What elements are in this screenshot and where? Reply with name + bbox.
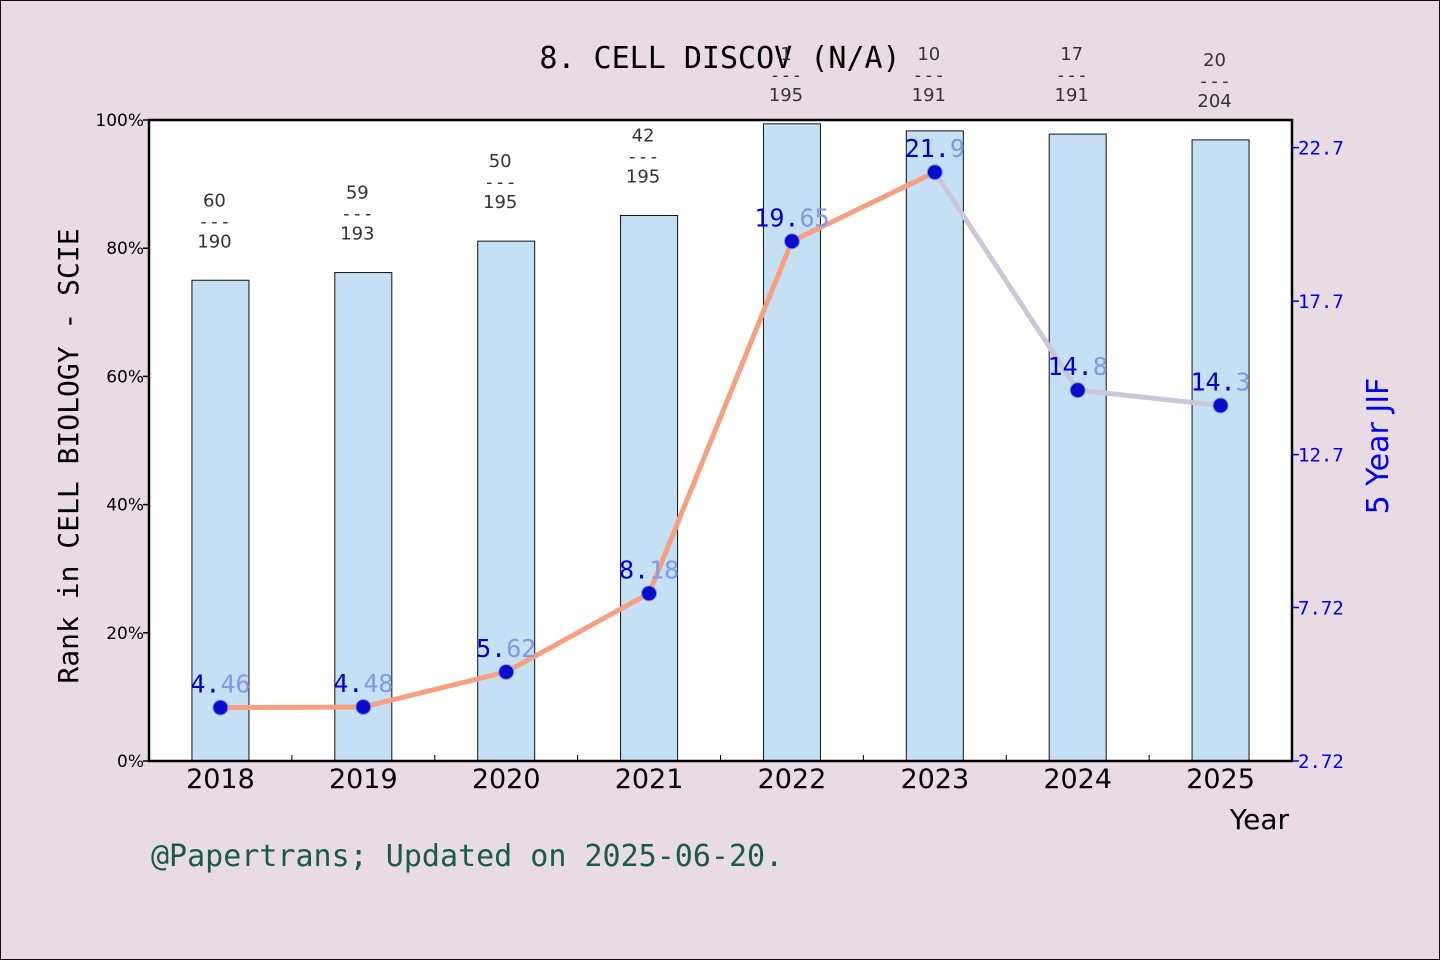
rank-label-separator: --- [1198, 71, 1231, 92]
jif-segment-2020-2021 [503, 590, 652, 675]
jif-segment-2022-2023 [789, 169, 938, 244]
jif-segment-2018-2019 [217, 704, 366, 711]
rank-bar-2025 [1191, 139, 1250, 762]
jif-point-2019 [355, 698, 372, 715]
rank-label-bottom: 204 [1197, 91, 1231, 112]
jif-point-2025 [1212, 397, 1229, 414]
x-tick-label-2021: 2021 [615, 764, 684, 795]
jif-point-2022 [783, 233, 800, 250]
rank-label-bottom: 191 [1055, 85, 1089, 106]
jif-point-2023 [926, 164, 943, 181]
jif-point-2018 [212, 699, 229, 716]
x-tick-label-2022: 2022 [758, 764, 827, 795]
jif-value-label-2021: 8.18 [619, 555, 679, 584]
rank-label-separator: --- [341, 204, 374, 225]
x-tick-label-2019: 2019 [329, 764, 398, 795]
rank-label-top: 50 [489, 151, 512, 172]
rank-label-bottom: 195 [483, 192, 517, 213]
rank-label-separator: --- [627, 147, 660, 168]
jif-value-label-2020: 5.62 [476, 634, 536, 663]
rank-label-separator: --- [198, 211, 231, 232]
jif-segment-2023-2024 [932, 169, 1081, 393]
rank-bar-2024 [1048, 133, 1107, 762]
right-tick-label: 17.7 [1298, 291, 1344, 313]
rank-label-bottom: 193 [340, 224, 374, 245]
right-axis-label: 5 Year JIF [1361, 378, 1396, 515]
x-tick-label-2023: 2023 [900, 764, 969, 795]
x-tick-label-2018: 2018 [186, 764, 255, 795]
right-tick-label: 22.7 [1298, 138, 1344, 160]
rank-bar-2023 [905, 130, 964, 762]
rank-label-top: 60 [203, 190, 226, 211]
rank-label-top: 59 [346, 183, 369, 204]
rank-labels: 60---19059---19350---19542---1951---1951… [197, 44, 1231, 252]
left-tick-label: 0% [117, 752, 144, 772]
jif-value-label-2025: 14.3 [1190, 368, 1250, 397]
rank-label-bottom: 195 [769, 85, 803, 106]
x-tick-label-2020: 2020 [472, 764, 541, 795]
rank-bar-2020 [477, 240, 536, 762]
rank-bar-2018 [191, 279, 250, 762]
rank-label-separator: --- [484, 172, 517, 193]
jif-point-2020 [498, 663, 515, 680]
right-axis: 2.72 7.72 12.7 17.7 22.7 [1292, 138, 1344, 773]
jif-value-label-2023: 21.9 [905, 134, 965, 163]
rank-label-bottom: 191 [912, 85, 946, 106]
rank-label-top: 17 [1060, 44, 1083, 65]
left-axis: 0% 20% 40% 60% 80% 100% [95, 111, 149, 772]
left-tick-label: 60% [106, 367, 144, 387]
jif-point-2021 [641, 585, 658, 602]
left-tick-label: 20% [106, 624, 144, 644]
rank-label-separator: --- [913, 65, 946, 86]
rank-bar-2021 [620, 215, 679, 762]
rank-label-bottom: 195 [626, 167, 660, 188]
x-tick-label-2024: 2024 [1043, 764, 1112, 795]
rank-label-separator: --- [770, 65, 803, 86]
plot-area [149, 120, 1292, 761]
jif-point-2024 [1069, 382, 1086, 399]
jif-segment-2021-2022 [646, 238, 795, 596]
rank-label-top: 1 [780, 44, 791, 65]
left-axis-label: Rank in CELL BIOLOGY - SCIE [52, 228, 85, 683]
left-tick-label: 80% [106, 239, 144, 259]
right-tick-label: 12.7 [1298, 445, 1344, 467]
rank-label-bottom: 190 [197, 231, 231, 252]
right-tick-label: 7.72 [1298, 598, 1344, 620]
chart-title: 8. CELL DISCOV (N/A) [539, 41, 900, 76]
jif-segment-2024-2025 [1075, 387, 1224, 409]
rank-label-separator: --- [1055, 65, 1088, 86]
x-axis-label: Year [1229, 803, 1290, 836]
x-axis: 2018 2019 2020 2021 2022 2023 2024 2025 [186, 755, 1255, 795]
jif-segment-2019-2020 [360, 669, 509, 710]
footer-note: @Papertrans; Updated on 2025-06-20. [151, 839, 783, 874]
x-tick-label-2025: 2025 [1186, 764, 1255, 795]
jif-value-label-2018: 4.46 [190, 670, 250, 699]
left-tick-label: 100% [95, 111, 144, 131]
rank-label-top: 20 [1203, 50, 1226, 71]
jif-value-label-2019: 4.48 [333, 669, 393, 698]
rank-label-top: 42 [632, 126, 655, 147]
jif-markers [212, 164, 1229, 716]
jif-value-label-2024: 14.8 [1048, 352, 1108, 381]
right-tick-label: 2.72 [1298, 751, 1344, 773]
left-tick-label: 40% [106, 496, 144, 516]
jif-line [217, 169, 1224, 711]
jif-value-label-2022: 19.65 [754, 203, 829, 232]
jif-labels: 4.46 4.48 5.62 8.18 19.65 21.9 14.8 14.3 [190, 134, 1250, 698]
bar-series [191, 123, 1250, 762]
rank-bar-2019 [334, 272, 393, 762]
rank-label-top: 10 [917, 44, 940, 65]
